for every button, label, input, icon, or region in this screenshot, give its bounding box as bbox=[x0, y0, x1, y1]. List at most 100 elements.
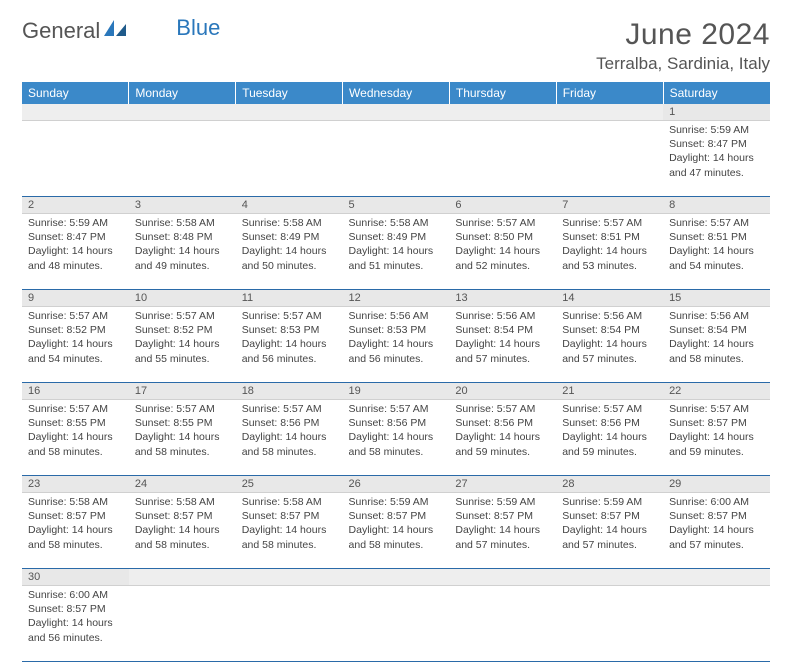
sunrise: Sunrise: 6:00 AM bbox=[669, 495, 764, 509]
location: Terralba, Sardinia, Italy bbox=[596, 54, 770, 74]
daylight-line1: Daylight: 14 hours bbox=[669, 523, 764, 537]
sunset: Sunset: 8:52 PM bbox=[28, 323, 123, 337]
day-cell bbox=[236, 586, 343, 662]
day-cell bbox=[343, 121, 450, 197]
daylight-line1: Daylight: 14 hours bbox=[242, 523, 337, 537]
day-cell: Sunrise: 5:57 AMSunset: 8:51 PMDaylight:… bbox=[556, 214, 663, 290]
sunset: Sunset: 8:57 PM bbox=[669, 416, 764, 430]
sunset: Sunset: 8:47 PM bbox=[28, 230, 123, 244]
day-details: Sunrise: 5:57 AMSunset: 8:55 PMDaylight:… bbox=[22, 400, 129, 463]
sunrise: Sunrise: 6:00 AM bbox=[28, 588, 123, 602]
sunset: Sunset: 8:57 PM bbox=[242, 509, 337, 523]
day-cell: Sunrise: 5:58 AMSunset: 8:57 PMDaylight:… bbox=[236, 493, 343, 569]
day-number bbox=[236, 104, 343, 121]
daylight-line1: Daylight: 14 hours bbox=[28, 616, 123, 630]
sunrise: Sunrise: 5:58 AM bbox=[349, 216, 444, 230]
daynum-row: 9101112131415 bbox=[22, 290, 770, 307]
daylight-line1: Daylight: 14 hours bbox=[349, 523, 444, 537]
sunset: Sunset: 8:51 PM bbox=[669, 230, 764, 244]
daylight-line1: Daylight: 14 hours bbox=[242, 337, 337, 351]
day-number: 18 bbox=[236, 383, 343, 400]
daylight-line2: and 58 minutes. bbox=[28, 445, 123, 459]
daylight-line2: and 58 minutes. bbox=[349, 538, 444, 552]
day-number bbox=[343, 104, 450, 121]
day-details: Sunrise: 5:58 AMSunset: 8:57 PMDaylight:… bbox=[22, 493, 129, 556]
sunrise: Sunrise: 5:56 AM bbox=[669, 309, 764, 323]
sunset: Sunset: 8:54 PM bbox=[562, 323, 657, 337]
daylight-line2: and 57 minutes. bbox=[669, 538, 764, 552]
sunset: Sunset: 8:57 PM bbox=[669, 509, 764, 523]
sunset: Sunset: 8:57 PM bbox=[349, 509, 444, 523]
day-number: 1 bbox=[663, 104, 770, 121]
day-details: Sunrise: 5:57 AMSunset: 8:53 PMDaylight:… bbox=[236, 307, 343, 370]
day-number: 7 bbox=[556, 197, 663, 214]
sunset: Sunset: 8:49 PM bbox=[349, 230, 444, 244]
sunset: Sunset: 8:56 PM bbox=[349, 416, 444, 430]
daylight-line2: and 47 minutes. bbox=[669, 166, 764, 180]
day-number bbox=[236, 569, 343, 586]
daylight-line1: Daylight: 14 hours bbox=[135, 430, 230, 444]
day-cell: Sunrise: 5:58 AMSunset: 8:49 PMDaylight:… bbox=[343, 214, 450, 290]
daylight-line2: and 57 minutes. bbox=[455, 352, 550, 366]
sunset: Sunset: 8:57 PM bbox=[28, 509, 123, 523]
day-number: 8 bbox=[663, 197, 770, 214]
day-cell: Sunrise: 5:58 AMSunset: 8:57 PMDaylight:… bbox=[22, 493, 129, 569]
sunset: Sunset: 8:56 PM bbox=[455, 416, 550, 430]
sunrise: Sunrise: 5:57 AM bbox=[28, 309, 123, 323]
day-cell: Sunrise: 6:00 AMSunset: 8:57 PMDaylight:… bbox=[22, 586, 129, 662]
day-details: Sunrise: 5:57 AMSunset: 8:51 PMDaylight:… bbox=[556, 214, 663, 277]
sunset: Sunset: 8:52 PM bbox=[135, 323, 230, 337]
logo-sail-icon bbox=[102, 18, 128, 44]
day-details: Sunrise: 5:59 AMSunset: 8:57 PMDaylight:… bbox=[343, 493, 450, 556]
day-details: Sunrise: 6:00 AMSunset: 8:57 PMDaylight:… bbox=[22, 586, 129, 649]
sunrise: Sunrise: 5:57 AM bbox=[242, 402, 337, 416]
day-number: 10 bbox=[129, 290, 236, 307]
daylight-line2: and 59 minutes. bbox=[669, 445, 764, 459]
daylight-line1: Daylight: 14 hours bbox=[28, 244, 123, 258]
sunrise: Sunrise: 5:58 AM bbox=[28, 495, 123, 509]
daylight-line1: Daylight: 14 hours bbox=[455, 430, 550, 444]
daylight-line2: and 58 minutes. bbox=[242, 445, 337, 459]
day-cell: Sunrise: 5:57 AMSunset: 8:56 PMDaylight:… bbox=[343, 400, 450, 476]
sunrise: Sunrise: 5:57 AM bbox=[349, 402, 444, 416]
day-number: 29 bbox=[663, 476, 770, 493]
logo-text-general: General bbox=[22, 18, 100, 44]
sunrise: Sunrise: 5:59 AM bbox=[349, 495, 444, 509]
daylight-line2: and 59 minutes. bbox=[562, 445, 657, 459]
day-header: Wednesday bbox=[343, 82, 450, 104]
day-details: Sunrise: 5:57 AMSunset: 8:51 PMDaylight:… bbox=[663, 214, 770, 277]
daylight-line2: and 58 minutes. bbox=[135, 445, 230, 459]
daylight-line1: Daylight: 14 hours bbox=[455, 523, 550, 537]
sunset: Sunset: 8:57 PM bbox=[562, 509, 657, 523]
daylight-line1: Daylight: 14 hours bbox=[669, 430, 764, 444]
day-number: 24 bbox=[129, 476, 236, 493]
day-cell bbox=[556, 121, 663, 197]
daylight-line2: and 57 minutes. bbox=[562, 352, 657, 366]
daylight-line1: Daylight: 14 hours bbox=[135, 337, 230, 351]
day-cell: Sunrise: 5:56 AMSunset: 8:54 PMDaylight:… bbox=[449, 307, 556, 383]
daylight-line1: Daylight: 14 hours bbox=[28, 337, 123, 351]
day-cell: Sunrise: 5:56 AMSunset: 8:54 PMDaylight:… bbox=[556, 307, 663, 383]
day-details: Sunrise: 5:57 AMSunset: 8:56 PMDaylight:… bbox=[236, 400, 343, 463]
month-title: June 2024 bbox=[596, 18, 770, 52]
daylight-line2: and 58 minutes. bbox=[669, 352, 764, 366]
day-number: 20 bbox=[449, 383, 556, 400]
day-cell: Sunrise: 5:57 AMSunset: 8:56 PMDaylight:… bbox=[556, 400, 663, 476]
sunset: Sunset: 8:51 PM bbox=[562, 230, 657, 244]
day-header: Sunday bbox=[22, 82, 129, 104]
day-details: Sunrise: 5:57 AMSunset: 8:56 PMDaylight:… bbox=[449, 400, 556, 463]
day-number: 9 bbox=[22, 290, 129, 307]
sunrise: Sunrise: 5:58 AM bbox=[135, 495, 230, 509]
day-cell bbox=[236, 121, 343, 197]
sunrise: Sunrise: 5:58 AM bbox=[135, 216, 230, 230]
day-number bbox=[343, 569, 450, 586]
sunrise: Sunrise: 5:56 AM bbox=[455, 309, 550, 323]
day-details: Sunrise: 5:59 AMSunset: 8:57 PMDaylight:… bbox=[449, 493, 556, 556]
day-number bbox=[449, 569, 556, 586]
daylight-line1: Daylight: 14 hours bbox=[242, 430, 337, 444]
day-cell: Sunrise: 5:57 AMSunset: 8:52 PMDaylight:… bbox=[129, 307, 236, 383]
content-row: Sunrise: 5:59 AMSunset: 8:47 PMDaylight:… bbox=[22, 121, 770, 197]
day-cell bbox=[129, 121, 236, 197]
daynum-row: 30 bbox=[22, 569, 770, 586]
sunrise: Sunrise: 5:59 AM bbox=[669, 123, 764, 137]
